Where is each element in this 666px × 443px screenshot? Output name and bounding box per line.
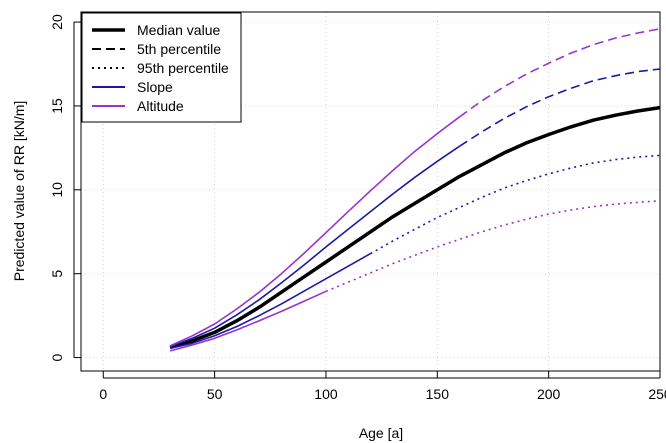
y-tick-label: 10 <box>49 182 65 198</box>
series-altitude-5th-percentile-solid <box>169 116 461 347</box>
legend-label: Slope <box>137 79 173 95</box>
y-tick-label: 0 <box>49 353 65 361</box>
legend-label: 5th percentile <box>137 41 221 57</box>
legend: Median value 5th percentile 95th percentil… <box>81 12 242 123</box>
legend-label: Median value <box>137 22 220 38</box>
series-median-value-solid <box>169 105 661 350</box>
plot-frame <box>80 11 661 372</box>
x-tick-label: 150 <box>426 386 450 402</box>
x-tick-label: 0 <box>99 386 107 402</box>
series-slope-95th-percentile-dotted <box>370 154 661 255</box>
series-slope-95th-percentile-solid <box>169 252 371 350</box>
x-axis: 0 50 100 150 200 250 <box>99 371 666 402</box>
x-axis-label: Age [a] <box>359 425 403 441</box>
series-slope-5th-percentile-solid <box>169 145 461 348</box>
x-tick-label: 100 <box>314 386 338 402</box>
series-altitude-5th-percentile-dashed <box>459 28 661 118</box>
y-tick-label: 5 <box>49 270 65 278</box>
x-tick-label: 250 <box>648 386 666 402</box>
legend-box <box>81 12 242 123</box>
x-tick-label: 200 <box>537 386 561 402</box>
x-tick-label: 50 <box>207 386 223 402</box>
y-axis: 0 5 10 15 20 <box>49 14 81 361</box>
series-altitude-95th-percentile-dotted <box>325 199 661 293</box>
series-altitude-95th-percentile-solid <box>169 290 327 352</box>
series-layer <box>169 28 661 352</box>
legend-label: Altitude <box>137 98 184 114</box>
legend-label: 95th percentile <box>137 60 229 76</box>
y-axis-label: Predicted value of RR [kN/m] <box>11 101 27 282</box>
y-tick-label: 15 <box>49 98 65 114</box>
y-tick-label: 20 <box>49 14 65 30</box>
series-slope-5th-percentile-dashed <box>459 68 661 147</box>
